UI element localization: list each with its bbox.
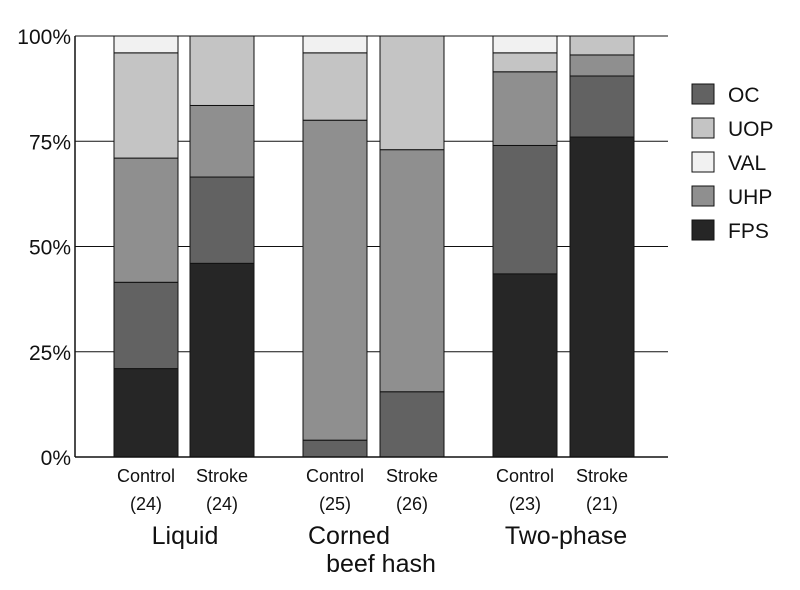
- bar-segment-oc: [302, 439, 368, 458]
- category-count: (24): [130, 494, 162, 514]
- group-label: Two-phase: [505, 522, 627, 550]
- bar-segment-uhp: [492, 71, 558, 146]
- category-count: (24): [206, 494, 238, 514]
- category-label: Control: [306, 466, 364, 486]
- bar-segment-val: [302, 35, 368, 54]
- category-count: (23): [509, 494, 541, 514]
- y-tick-label: 50%: [29, 237, 71, 260]
- bar-segment-val: [492, 35, 558, 54]
- legend-swatch-fps: [691, 219, 715, 241]
- category-count: (25): [319, 494, 351, 514]
- legend-swatch-uhp: [691, 185, 715, 207]
- category-label: Control: [117, 466, 175, 486]
- bar-segment-fps: [113, 368, 179, 458]
- y-tick-label: 100%: [17, 26, 71, 49]
- bar-segment-val: [113, 35, 179, 54]
- y-tick-label: 75%: [29, 131, 71, 154]
- bar-segment-uhp: [569, 54, 635, 77]
- category-label: Stroke: [196, 466, 248, 486]
- bar-segment-oc: [569, 75, 635, 138]
- bar-segment-oc: [113, 281, 179, 370]
- legend-swatch-val: [691, 151, 715, 173]
- bar-segment-uhp: [379, 149, 445, 393]
- legend: OC UOP VAL UHP FPS: [691, 83, 774, 243]
- legend-label: VAL: [728, 152, 766, 175]
- legend-label: OC: [728, 84, 760, 107]
- legend-swatch-oc: [691, 83, 715, 105]
- y-tick-labels: 0% 25% 50% 75% 100%: [17, 26, 71, 470]
- legend-label: UOP: [728, 118, 774, 141]
- category-labels: Control (24) Stroke (24) Control (25) Stroke (2…: [117, 466, 628, 514]
- bar-segment-fps: [492, 273, 558, 458]
- y-tick-label: 0%: [41, 447, 71, 470]
- category-label: Stroke: [576, 466, 628, 486]
- group-label: Liquid: [152, 522, 219, 550]
- group-label: beef hash: [326, 550, 436, 578]
- category-label: Stroke: [386, 466, 438, 486]
- bar-segment-uop: [302, 52, 368, 121]
- bar-segment-fps: [189, 262, 255, 458]
- bar-segment-uop: [379, 35, 445, 151]
- category-count: (21): [586, 494, 618, 514]
- bar-segment-fps: [569, 136, 635, 458]
- bar-segment-uop: [189, 35, 255, 106]
- group-label: Corned: [308, 522, 390, 550]
- legend-label: UHP: [728, 186, 772, 209]
- bar-segment-oc: [189, 176, 255, 264]
- bar-segment-uop: [492, 52, 558, 73]
- bar-segment-uhp: [189, 104, 255, 178]
- y-tick-label: 25%: [29, 342, 71, 365]
- bars: [113, 35, 635, 458]
- legend-label: FPS: [728, 220, 769, 243]
- bar-segment-oc: [492, 144, 558, 275]
- bar-segment-uop: [569, 35, 635, 56]
- axes: [74, 36, 668, 458]
- bar-segment-uop: [113, 52, 179, 159]
- bar-segment-uhp: [302, 119, 368, 441]
- category-label: Control: [496, 466, 554, 486]
- bar-segment-oc: [379, 391, 445, 458]
- bar-segment-uhp: [113, 157, 179, 283]
- category-count: (26): [396, 494, 428, 514]
- legend-swatch-uop: [691, 117, 715, 139]
